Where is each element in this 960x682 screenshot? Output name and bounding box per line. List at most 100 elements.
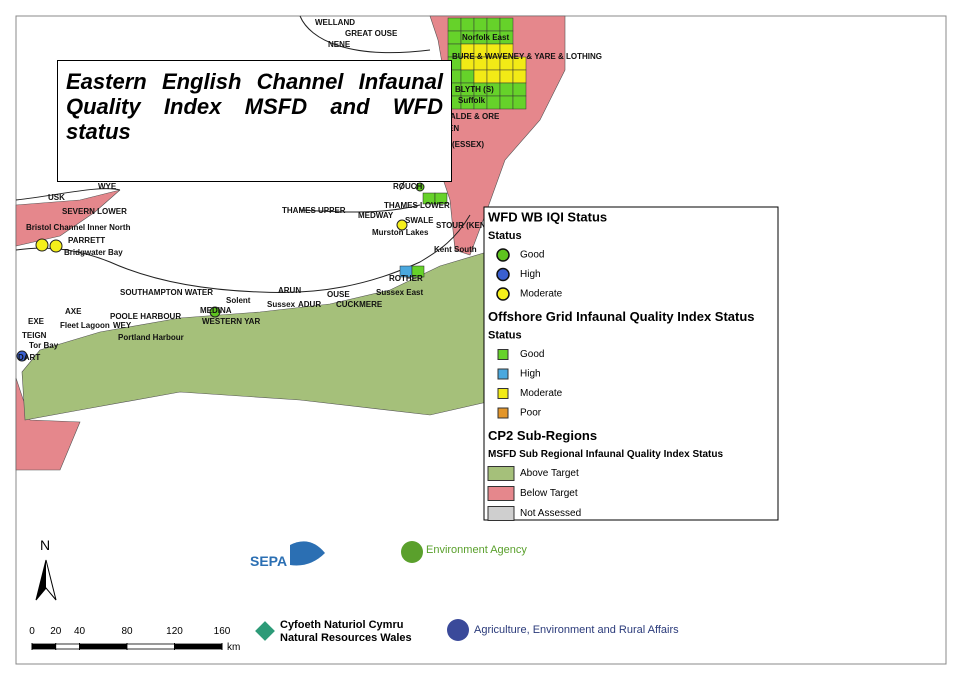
legend-subheading: Status — [488, 230, 522, 242]
legend-swatch — [497, 407, 509, 419]
legend-label: Not Assessed — [520, 508, 581, 519]
scale-tick-label: 160 — [214, 626, 231, 637]
scale-tick-label: 80 — [121, 626, 133, 637]
place-label: Portland Harbour — [118, 333, 184, 342]
place-label: OUSE — [327, 290, 350, 299]
scale-segment — [79, 643, 128, 650]
grid-cell — [486, 17, 501, 32]
place-label: Murston Lakes — [372, 228, 429, 237]
place-label: Fleet Lagoon — [60, 321, 110, 330]
map-title: Eastern English Channel Infaunal Quality… — [57, 60, 452, 182]
legend-label: Poor — [520, 408, 542, 419]
scale-tick-label: 40 — [74, 626, 86, 637]
place-label: WESTERN YAR — [202, 317, 260, 326]
legend-swatch — [496, 248, 510, 262]
legend-swatch — [497, 349, 509, 360]
scale-unit: km — [227, 642, 240, 653]
wfd-point — [49, 239, 63, 253]
place-label: Sussex East — [376, 288, 423, 297]
coastline — [15, 15, 471, 293]
scale-segment — [126, 643, 175, 650]
place-label: Tor Bay — [29, 341, 59, 350]
grid-cell — [473, 69, 488, 84]
place-label: WELLAND — [315, 18, 355, 27]
legend-label: Above Target — [520, 468, 579, 479]
legend-swatch — [497, 368, 509, 380]
logo-mark — [290, 541, 325, 566]
place-label: USK — [48, 193, 65, 202]
legend-heading: Offshore Grid Infaunal Quality Index Sta… — [488, 309, 755, 324]
place-label: Sussex — [267, 300, 296, 309]
logos: SEPA Environment Agency Cyfoeth Naturiol… — [250, 541, 679, 644]
place-label: Norfolk East — [462, 33, 509, 42]
place-label: THAMES UPPER — [282, 206, 346, 215]
place-label: NENE — [328, 40, 351, 49]
place-label: EN — [448, 124, 459, 133]
logo-text: Cyfoeth Naturiol Cymru — [280, 619, 403, 631]
legend-label: High — [520, 369, 541, 380]
legend-label: Moderate — [520, 289, 563, 300]
place-label: ALDE & ORE — [450, 112, 500, 121]
place-label: GREAT OUSE — [345, 29, 398, 38]
logo-mark — [255, 621, 275, 641]
place-label: POOLE HARBOUR — [110, 312, 181, 321]
scale-segment — [174, 643, 223, 650]
legend-subheading: Status — [488, 329, 522, 341]
place-label: (ESSEX) — [452, 140, 484, 149]
scale-segment — [55, 643, 80, 650]
place-label: SOUTHAMPTON WATER — [120, 288, 213, 297]
legend: WFD WB IQI Status Status Good High Moderate O… — [487, 209, 755, 521]
place-label: ARUN — [278, 286, 301, 295]
legend-subheading: MSFD Sub Regional Infaunal Quality Index… — [488, 449, 723, 460]
wfd-point — [396, 219, 408, 231]
grid-cell — [512, 95, 527, 110]
legend-label: Moderate — [520, 388, 563, 399]
legend-swatch — [496, 267, 510, 282]
scale-tick-label: 20 — [50, 626, 62, 637]
scale-tick-label: 0 — [29, 626, 35, 637]
place-label: WEY — [113, 321, 132, 330]
place-label: SEVERN LOWER — [62, 207, 127, 216]
grid-cell — [460, 69, 475, 84]
place-label: STOUR (KENT) — [436, 221, 494, 230]
place-labels: WELLAND GREAT OUSE NENE Norfolk East BUR… — [18, 18, 602, 362]
place-label: WYE — [98, 182, 117, 191]
grid-cell — [499, 17, 514, 32]
place-label: AXE — [65, 307, 82, 316]
place-label: MEDINA — [200, 306, 232, 315]
place-label: Suffolk — [458, 96, 486, 105]
grid-cell — [434, 192, 448, 205]
scale-tick-label: 120 — [166, 626, 183, 637]
legend-heading: WFD WB IQI Status — [488, 209, 607, 224]
place-label: BURE & WAVENEY & YARE & LOTHING — [452, 52, 602, 61]
logo-text: Natural Resources Wales — [280, 632, 412, 644]
grid-cell — [512, 69, 527, 84]
logo-mark — [447, 619, 469, 641]
wfd-point — [16, 350, 28, 362]
legend-heading: CP2 Sub-Regions — [488, 428, 597, 443]
north-label: N — [40, 537, 50, 553]
legend-swatch — [487, 506, 515, 521]
grid-cell — [447, 17, 462, 32]
grid-cell — [486, 69, 501, 84]
logo-mark — [401, 541, 423, 563]
legend-label: High — [520, 269, 541, 280]
legend-swatch — [496, 287, 510, 301]
place-label: Solent — [226, 296, 251, 305]
region-above-target — [21, 251, 488, 421]
logo-text: SEPA — [250, 553, 287, 569]
wfd-point — [35, 238, 49, 252]
place-label: DART — [18, 353, 40, 362]
grid-cell — [447, 30, 462, 45]
north-arrow — [36, 560, 46, 600]
wfd-points — [16, 182, 448, 362]
wfd-point — [209, 306, 221, 318]
legend-label: Good — [520, 250, 544, 261]
grid-cell — [486, 95, 501, 110]
place-label: ROUCH — [393, 182, 423, 191]
grid-cell — [499, 82, 514, 97]
legend-swatch — [497, 388, 509, 399]
place-label: THAMES LOWER — [384, 201, 450, 210]
